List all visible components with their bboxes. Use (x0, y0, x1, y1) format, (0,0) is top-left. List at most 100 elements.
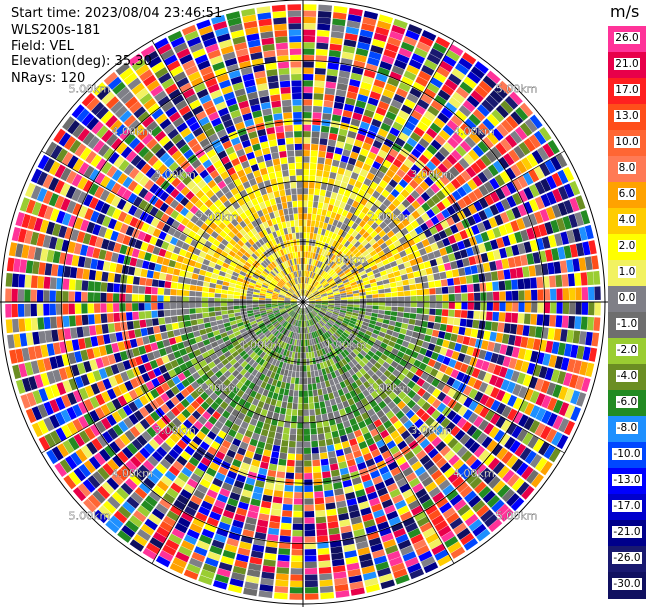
velocity-gate (107, 272, 115, 283)
velocity-gate (220, 306, 228, 311)
velocity-gate (458, 267, 466, 277)
velocity-gate (489, 177, 500, 190)
velocity-gate (469, 476, 483, 490)
velocity-gate (296, 428, 303, 435)
velocity-gate (310, 434, 318, 441)
velocity-gate (294, 352, 298, 359)
velocity-gate (335, 449, 344, 457)
velocity-gate (407, 380, 416, 389)
velocity-gate (343, 281, 350, 286)
velocity-gate (421, 64, 435, 76)
velocity-gate (305, 290, 309, 297)
velocity-gate (171, 275, 179, 283)
velocity-gate (330, 424, 338, 432)
velocity-gate (357, 352, 365, 360)
velocity-gate (465, 472, 478, 485)
velocity-gate (467, 302, 474, 310)
velocity-gate (154, 263, 162, 272)
velocity-gate (195, 297, 202, 302)
velocity-gate (173, 268, 181, 276)
velocity-gate (377, 284, 385, 290)
velocity-gate (194, 336, 203, 343)
velocity-gate (331, 24, 345, 33)
velocity-gate (524, 302, 532, 313)
velocity-gate (228, 286, 235, 292)
velocity-gate (328, 252, 334, 260)
velocity-gate (430, 183, 440, 194)
velocity-gate (163, 295, 170, 302)
velocity-gate (476, 104, 490, 117)
velocity-gate (416, 397, 426, 408)
velocity-gate (304, 517, 315, 524)
velocity-gate (316, 260, 321, 268)
velocity-gate (168, 259, 177, 268)
velocity-gate (414, 226, 424, 235)
velocity-gate (314, 491, 324, 498)
velocity-gate (413, 359, 422, 368)
velocity-gate (318, 288, 325, 293)
velocity-gate (157, 295, 164, 302)
velocity-gate (365, 63, 378, 73)
velocity-gate (268, 404, 276, 412)
velocity-gate (314, 295, 321, 298)
velocity-gate (331, 334, 337, 341)
velocity-gate (516, 372, 526, 385)
velocity-gate (220, 293, 228, 299)
velocity-gate (311, 440, 319, 448)
velocity-gate (443, 141, 455, 153)
velocity-gate (378, 309, 385, 315)
velocity-gate (401, 323, 409, 330)
velocity-gate (450, 261, 458, 270)
velocity-gate (294, 485, 303, 492)
velocity-gate (320, 308, 327, 313)
velocity-gate (409, 229, 418, 238)
velocity-gate (567, 273, 575, 287)
velocity-gate (344, 233, 351, 241)
velocity-gate (420, 222, 429, 232)
velocity-gate (308, 396, 314, 403)
velocity-gate (303, 415, 310, 423)
velocity-gate (322, 282, 329, 287)
velocity-gate (159, 324, 167, 333)
velocity-gate (268, 521, 280, 529)
velocity-gate (311, 265, 315, 272)
velocity-gate (227, 294, 234, 299)
velocity-gate (321, 413, 328, 421)
velocity-gate (348, 7, 363, 17)
velocity-gate (310, 150, 318, 157)
velocity-gate (30, 289, 37, 302)
velocity-gate (312, 290, 319, 295)
velocity-gate (371, 312, 378, 318)
velocity-gate (353, 139, 364, 148)
velocity-gate (416, 121, 429, 132)
velocity-gate (337, 317, 344, 322)
velocity-gate (182, 290, 190, 297)
velocity-gate (353, 299, 360, 302)
velocity-gate (315, 408, 321, 416)
velocity-gate (402, 395, 412, 405)
velocity-gate (303, 42, 315, 49)
velocity-gate (383, 349, 391, 357)
velocity-gate (420, 191, 431, 202)
velocity-gate (291, 409, 298, 416)
velocity-gate (362, 346, 370, 354)
velocity-gate (318, 221, 324, 229)
velocity-gate (481, 360, 490, 372)
velocity-gate (512, 192, 523, 206)
velocity-gate (337, 228, 344, 236)
velocity-gate (495, 416, 506, 429)
velocity-gate (297, 422, 303, 429)
velocity-gate (362, 215, 371, 223)
velocity-gate (289, 587, 303, 594)
velocity-gate (518, 302, 525, 313)
velocity-gate (423, 260, 432, 269)
velocity-gate (285, 472, 295, 480)
velocity-gate (303, 213, 308, 220)
velocity-gate (382, 198, 392, 208)
velocity-gate (303, 384, 308, 391)
velocity-gate (336, 281, 344, 287)
velocity-gate (548, 447, 561, 463)
velocity-gate (406, 137, 418, 148)
velocity-gate (298, 397, 303, 404)
velocity-gate (50, 316, 58, 329)
